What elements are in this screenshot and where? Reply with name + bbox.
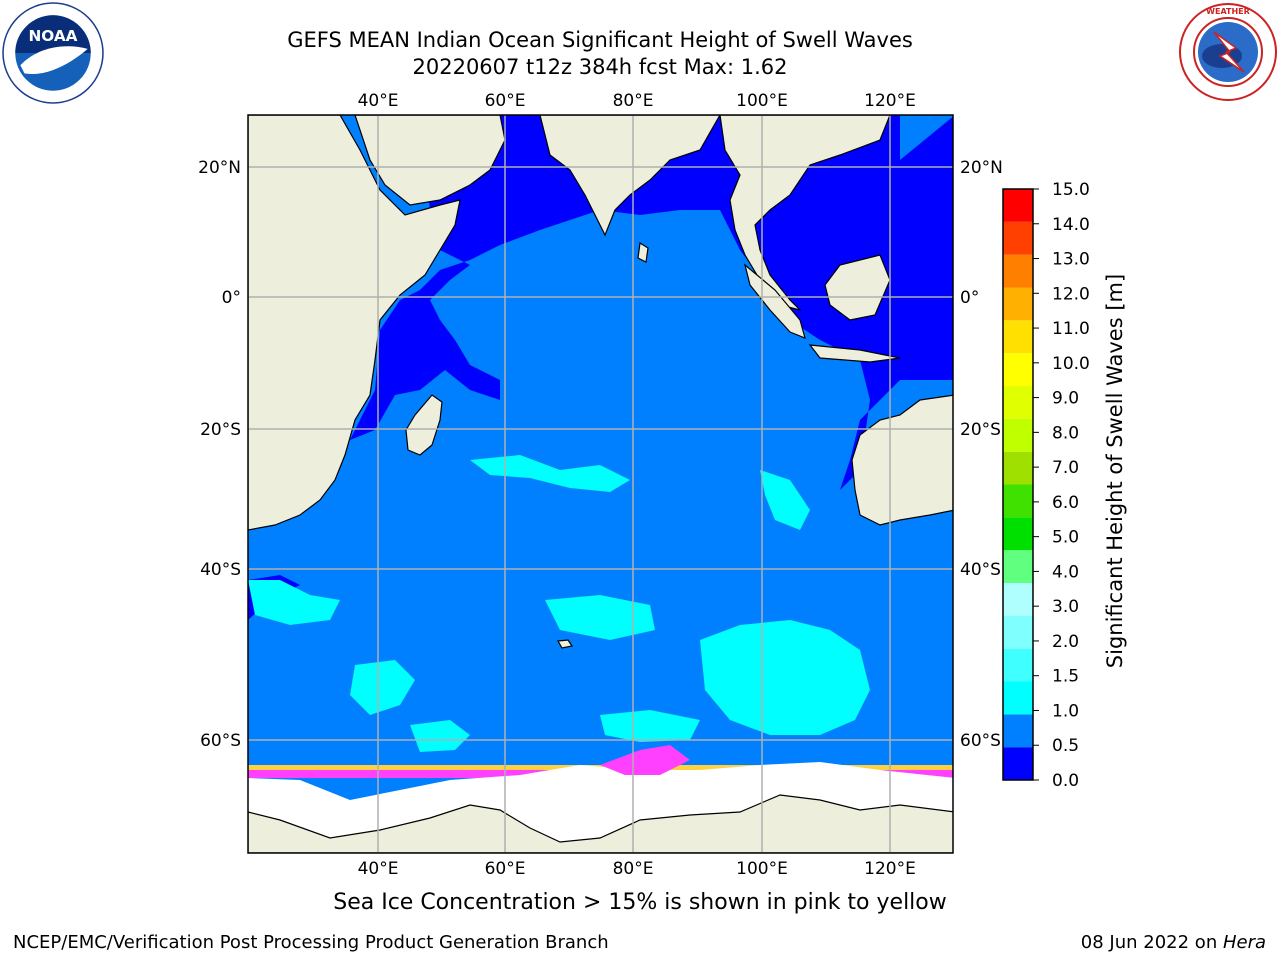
colorbar-segment-0 <box>1003 747 1033 780</box>
land-borneo <box>824 254 891 321</box>
land-java <box>808 344 901 363</box>
chart-title-line-2: 20220607 t12z 384h fcst Max: 1.62 <box>412 55 788 79</box>
land-antarctica <box>248 794 953 853</box>
footer-host: Hera <box>1222 932 1266 953</box>
colorbar-segment-17 <box>1003 189 1033 222</box>
y-tick-label-right-1: 0° <box>960 288 979 308</box>
x-tick-label-bottom-2: 80°E <box>613 859 654 879</box>
colorbar-tick-label-5: 10.0 <box>1052 354 1090 374</box>
colorbar-tick-label-2: 13.0 <box>1052 250 1090 270</box>
footer-credit: NCEP/EMC/Verification Post Processing Pr… <box>13 932 609 953</box>
colorbar-tick-label-8: 7.0 <box>1052 458 1079 478</box>
x-tick-label-bottom-4: 120°E <box>864 859 916 879</box>
map-frame <box>247 114 954 854</box>
y-tick-label-right-4: 60°S <box>960 731 1001 751</box>
noaa-logo-icon: NOAA <box>2 2 104 104</box>
colorbar-tick-label-16: 0.5 <box>1052 736 1079 756</box>
y-tick-label-right-3: 40°S <box>960 560 1001 580</box>
y-tick-label-right-2: 20°S <box>960 420 1001 440</box>
colorbar-tick-label-6: 9.0 <box>1052 389 1079 409</box>
swell-patch-4 <box>410 720 470 752</box>
swell-patch-7 <box>545 595 655 640</box>
svg-text:WEATHER: WEATHER <box>1206 7 1250 16</box>
land-india <box>539 115 721 237</box>
colorbar-tick-label-12: 3.0 <box>1052 597 1079 617</box>
x-tick-label-top-3: 100°E <box>736 91 788 111</box>
colorbar-segment-1 <box>1003 714 1033 748</box>
x-tick-label-top-4: 120°E <box>864 91 916 111</box>
x-tick-label-bottom-1: 60°E <box>485 859 526 879</box>
land-africa <box>248 115 461 531</box>
y-tick-label-left-0: 20°N <box>198 158 241 178</box>
colorbar-tick-label-15: 1.0 <box>1052 701 1079 721</box>
x-tick-label-top-1: 60°E <box>485 91 526 111</box>
colorbar-segment-8 <box>1003 484 1033 518</box>
nws-logo-icon: WEATHER <box>1179 3 1277 101</box>
colorbar-segment-2 <box>1003 681 1033 715</box>
colorbar-segment-11 <box>1003 386 1033 419</box>
colorbar-tick-label-13: 2.0 <box>1052 632 1079 652</box>
map-panel <box>248 115 953 853</box>
colorbar-segment-13 <box>1003 320 1033 354</box>
colorbar-tick-label-7: 8.0 <box>1052 423 1079 443</box>
colorbar-tick-label-11: 4.0 <box>1052 562 1079 582</box>
colorbar-tick-label-14: 1.5 <box>1052 667 1079 687</box>
land-sumatra <box>743 263 806 340</box>
sea-ice-edge-pink-2 <box>600 745 690 775</box>
colorbar-frame <box>1002 188 1034 781</box>
colorbar-segment-15 <box>1003 254 1033 288</box>
swell-patch-2 <box>350 660 415 715</box>
footer-date: 08 Jun 2022 on Hera <box>1081 932 1266 953</box>
land-sri-lanka <box>637 241 649 263</box>
swell-patch-5 <box>470 455 630 492</box>
colorbar-tick-label-4: 11.0 <box>1052 319 1090 339</box>
swell-patch-8 <box>600 710 700 742</box>
y-tick-label-left-1: 0° <box>222 288 241 308</box>
sea-ice-note: Sea Ice Concentration > 15% is shown in … <box>333 890 947 915</box>
y-tick-label-left-4: 60°S <box>200 731 241 751</box>
noaa-logo-text: NOAA <box>28 27 77 45</box>
land-australia <box>851 394 953 526</box>
y-tick-label-right-0: 20°N <box>960 158 1003 178</box>
colorbar-segment-7 <box>1003 517 1033 551</box>
y-tick-label-left-3: 40°S <box>200 560 241 580</box>
y-tick-label-left-2: 20°S <box>200 420 241 440</box>
colorbar-tick-label-9: 6.0 <box>1052 493 1079 513</box>
swell-patch-6 <box>760 470 810 530</box>
x-tick-label-top-0: 40°E <box>358 91 399 111</box>
swell-patch-3 <box>248 580 340 625</box>
footer-date-text: 08 Jun 2022 on <box>1080 932 1223 953</box>
x-tick-label-bottom-0: 40°E <box>358 859 399 879</box>
colorbar-tick-label-17: 0.0 <box>1052 771 1079 791</box>
colorbar-segment-4 <box>1003 615 1033 649</box>
colorbar-tick-label-10: 5.0 <box>1052 528 1079 548</box>
chart-title-line-1: GEFS MEAN Indian Ocean Significant Heigh… <box>287 28 913 52</box>
colorbar-segment-16 <box>1003 221 1033 255</box>
land-madagascar <box>405 394 443 456</box>
colorbar-segment-3 <box>1003 648 1033 682</box>
x-tick-label-bottom-3: 100°E <box>736 859 788 879</box>
low-swell-zone-north <box>350 115 953 490</box>
colorbar-segment-6 <box>1003 550 1033 583</box>
colorbar-tick-label-0: 15.0 <box>1052 180 1090 200</box>
colorbar-segment-9 <box>1003 451 1033 485</box>
map-tick-labels: 40°E 40°E 60°E 60°E 80°E 80°E 100°E 100°E 120°E 1… <box>198 91 1003 879</box>
land-kerguelen <box>557 639 573 649</box>
colorbar-tick-label-1: 14.0 <box>1052 215 1090 235</box>
swell-patch-1 <box>700 620 870 735</box>
colorbar: 15.0 14.0 13.0 12.0 11.0 10.0 9.0 8.0 7.0 6.0 5.0 4… <box>1002 180 1090 791</box>
colorbar-segment-12 <box>1003 353 1033 386</box>
colorbar-segment-14 <box>1003 287 1033 321</box>
colorbar-tick-label-3: 12.0 <box>1052 284 1090 304</box>
colorbar-segment-10 <box>1003 418 1033 452</box>
map-gridlines <box>248 115 953 853</box>
colorbar-label: Significant Height of Swell Waves [m] <box>1103 273 1127 669</box>
colorbar-segment-5 <box>1003 583 1033 616</box>
x-tick-label-top-2: 80°E <box>613 91 654 111</box>
